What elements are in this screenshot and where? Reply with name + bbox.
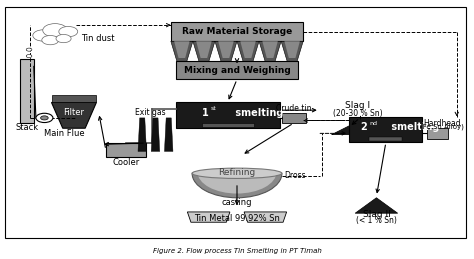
FancyBboxPatch shape [106,143,146,157]
Polygon shape [52,103,96,128]
Text: st: st [211,106,217,111]
Text: Raw Material Storage: Raw Material Storage [182,27,292,36]
Circle shape [26,48,32,51]
Polygon shape [259,41,281,63]
Text: nd: nd [369,120,377,126]
Text: 1: 1 [202,108,209,118]
Text: Figure 2. Flow process Tin Smelting in PT Timah: Figure 2. Flow process Tin Smelting in P… [153,248,321,254]
Wedge shape [192,173,282,198]
Polygon shape [164,118,173,152]
Text: Stack: Stack [15,123,38,132]
Polygon shape [331,120,388,135]
Polygon shape [193,41,215,63]
Polygon shape [151,118,160,152]
Text: Cooler: Cooler [112,158,139,167]
FancyBboxPatch shape [427,128,448,139]
Text: casting: casting [222,198,252,207]
Polygon shape [138,118,146,152]
FancyBboxPatch shape [369,137,402,141]
Text: 2: 2 [360,123,367,132]
Text: (< 1 % Sn): (< 1 % Sn) [356,216,397,225]
Polygon shape [281,41,303,63]
Text: Slag I: Slag I [345,101,370,110]
Text: smelting: smelting [388,123,439,132]
FancyBboxPatch shape [5,7,466,238]
Polygon shape [284,41,300,58]
Polygon shape [171,41,193,63]
Polygon shape [187,212,230,222]
Text: Crude tin: Crude tin [276,104,311,113]
Polygon shape [218,41,234,58]
Text: Refining: Refining [219,168,255,176]
Text: (Fe Sn Alloy): (Fe Sn Alloy) [420,124,465,130]
FancyBboxPatch shape [52,95,96,103]
Circle shape [26,55,32,57]
Polygon shape [215,41,237,63]
Text: Exit gas: Exit gas [136,108,166,117]
FancyBboxPatch shape [175,61,299,79]
Polygon shape [174,41,190,58]
FancyBboxPatch shape [175,103,280,128]
Circle shape [43,24,67,37]
Text: smelting: smelting [232,108,283,118]
Text: Hardhead: Hardhead [424,119,461,128]
Polygon shape [240,41,256,58]
Text: Main Flue: Main Flue [44,130,85,138]
FancyBboxPatch shape [171,22,303,41]
Polygon shape [263,41,278,58]
Polygon shape [237,41,259,63]
Polygon shape [196,41,211,58]
Circle shape [59,26,78,37]
Text: Filter: Filter [64,108,84,117]
FancyBboxPatch shape [282,113,306,123]
FancyBboxPatch shape [349,117,422,142]
Wedge shape [198,172,276,193]
Circle shape [42,35,59,45]
Ellipse shape [192,168,282,178]
Circle shape [36,113,53,123]
Text: Mixing and Weighing: Mixing and Weighing [183,66,291,75]
FancyBboxPatch shape [201,123,254,127]
Polygon shape [244,212,287,222]
Circle shape [33,30,54,41]
Text: Tin Metal 99.92% Sn: Tin Metal 99.92% Sn [194,214,280,223]
Text: Dross: Dross [284,171,306,180]
Text: (20-30 % Sn): (20-30 % Sn) [333,109,383,118]
Polygon shape [355,198,398,213]
FancyBboxPatch shape [19,59,34,123]
Text: Tin dust: Tin dust [81,34,115,42]
Text: Slag II: Slag II [363,210,390,219]
Circle shape [56,34,71,43]
Circle shape [41,116,48,120]
